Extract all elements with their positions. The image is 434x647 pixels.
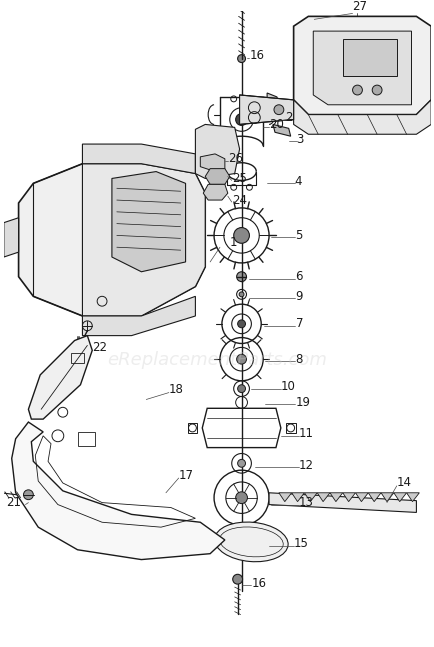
Polygon shape xyxy=(291,493,304,501)
Circle shape xyxy=(235,114,247,126)
Ellipse shape xyxy=(214,522,287,562)
Text: 13: 13 xyxy=(298,496,312,509)
Text: 12: 12 xyxy=(298,459,313,472)
Text: 10: 10 xyxy=(280,380,295,393)
Text: 19: 19 xyxy=(295,396,310,409)
Polygon shape xyxy=(273,124,290,137)
Text: 9: 9 xyxy=(295,290,302,303)
Polygon shape xyxy=(293,100,430,134)
Polygon shape xyxy=(82,296,195,336)
Circle shape xyxy=(23,490,33,499)
Text: 14: 14 xyxy=(396,476,411,490)
Polygon shape xyxy=(205,169,229,184)
Text: 16: 16 xyxy=(249,49,264,62)
Circle shape xyxy=(237,320,245,328)
Text: 2: 2 xyxy=(284,111,292,124)
Bar xyxy=(70,353,84,363)
Polygon shape xyxy=(342,493,355,501)
Polygon shape xyxy=(239,95,293,124)
Circle shape xyxy=(232,575,242,584)
Circle shape xyxy=(237,55,245,63)
Text: 26: 26 xyxy=(227,152,242,165)
Polygon shape xyxy=(304,493,316,501)
Text: 8: 8 xyxy=(295,353,302,366)
Polygon shape xyxy=(312,31,411,105)
Polygon shape xyxy=(82,144,195,173)
Circle shape xyxy=(237,459,245,467)
Polygon shape xyxy=(355,493,368,501)
Polygon shape xyxy=(112,171,185,272)
Text: 16: 16 xyxy=(251,576,266,589)
Polygon shape xyxy=(82,164,205,316)
Text: 17: 17 xyxy=(178,468,193,481)
Text: 15: 15 xyxy=(293,538,308,551)
Polygon shape xyxy=(278,493,291,501)
Polygon shape xyxy=(28,336,92,419)
Polygon shape xyxy=(368,493,380,501)
Text: 20: 20 xyxy=(269,118,283,131)
Text: 3: 3 xyxy=(296,133,303,146)
Polygon shape xyxy=(203,184,227,200)
Polygon shape xyxy=(269,493,415,512)
Bar xyxy=(342,39,396,76)
Text: 7: 7 xyxy=(295,317,302,331)
Polygon shape xyxy=(316,493,329,501)
Circle shape xyxy=(235,492,247,503)
Polygon shape xyxy=(200,154,224,171)
Text: 11: 11 xyxy=(298,428,313,441)
Circle shape xyxy=(236,272,246,281)
Text: 24: 24 xyxy=(231,193,246,206)
Circle shape xyxy=(233,228,249,243)
Circle shape xyxy=(236,355,246,364)
Text: eReplacementParts.com: eReplacementParts.com xyxy=(107,351,326,369)
Polygon shape xyxy=(393,493,406,501)
Text: 18: 18 xyxy=(168,383,183,396)
Text: 25: 25 xyxy=(231,172,246,185)
Bar xyxy=(77,432,95,446)
Circle shape xyxy=(352,85,362,95)
Polygon shape xyxy=(12,422,224,560)
Polygon shape xyxy=(380,493,393,501)
Polygon shape xyxy=(293,16,430,115)
Polygon shape xyxy=(4,218,19,257)
Circle shape xyxy=(239,292,243,297)
Text: 5: 5 xyxy=(295,229,302,242)
Polygon shape xyxy=(19,164,205,316)
Circle shape xyxy=(237,385,245,393)
Polygon shape xyxy=(195,124,239,179)
Text: 6: 6 xyxy=(295,270,302,283)
Text: 22: 22 xyxy=(92,341,107,354)
Text: 21: 21 xyxy=(6,496,21,509)
Polygon shape xyxy=(266,93,278,105)
Circle shape xyxy=(372,85,381,95)
Text: 4: 4 xyxy=(294,175,302,188)
Text: 1: 1 xyxy=(229,236,237,249)
Polygon shape xyxy=(406,493,418,501)
Circle shape xyxy=(273,105,283,115)
Polygon shape xyxy=(329,493,342,501)
Text: 27: 27 xyxy=(352,1,367,14)
